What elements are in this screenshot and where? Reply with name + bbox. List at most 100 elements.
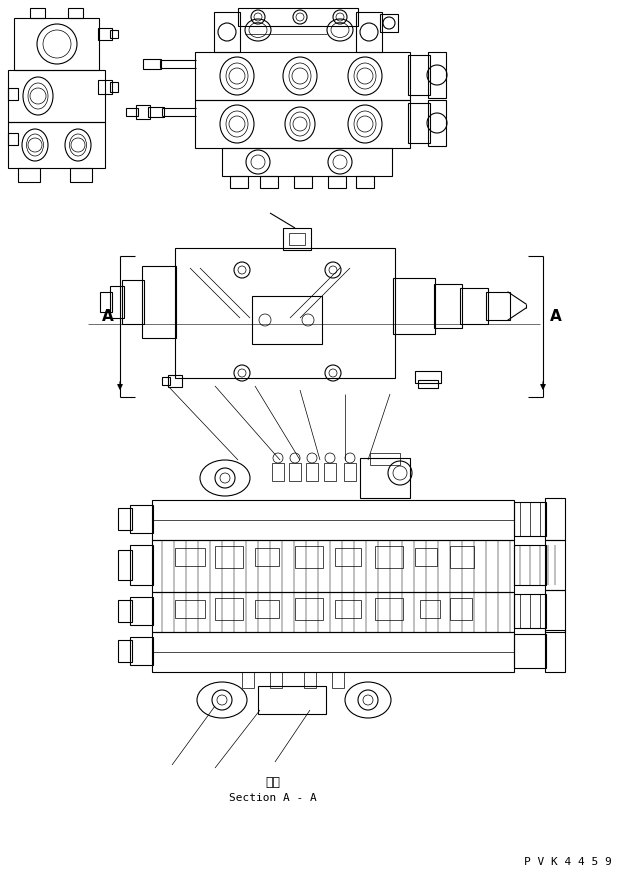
Bar <box>450 598 472 620</box>
Bar <box>418 380 438 388</box>
Bar <box>260 176 278 188</box>
Bar <box>356 176 374 188</box>
Bar <box>98 28 112 40</box>
Bar <box>230 176 248 188</box>
Bar <box>428 100 446 146</box>
Bar <box>14 18 99 70</box>
Bar <box>408 103 430 143</box>
Text: P V K 4 4 5 9: P V K 4 4 5 9 <box>524 857 612 867</box>
Bar <box>242 672 254 688</box>
Bar <box>450 546 474 568</box>
Bar <box>514 594 546 628</box>
Bar <box>118 550 132 580</box>
Bar <box>408 55 430 95</box>
Bar <box>434 284 462 328</box>
Bar <box>30 8 45 18</box>
Bar <box>100 292 112 312</box>
Bar <box>130 597 153 625</box>
Bar <box>152 540 514 592</box>
Bar <box>272 463 284 481</box>
Bar <box>270 672 282 688</box>
Bar <box>130 505 153 533</box>
Bar <box>393 278 435 334</box>
Bar <box>118 508 132 530</box>
Bar <box>118 600 132 622</box>
Bar <box>375 598 403 620</box>
Bar <box>344 463 356 481</box>
Bar <box>380 14 398 32</box>
Bar <box>335 548 361 566</box>
Bar <box>328 176 346 188</box>
Bar <box>152 500 514 540</box>
Bar <box>332 672 344 688</box>
Bar <box>370 453 400 465</box>
Bar <box>255 548 279 566</box>
Bar <box>195 52 410 100</box>
Bar <box>258 686 326 714</box>
Bar <box>545 590 565 632</box>
Bar <box>8 88 18 100</box>
Bar <box>375 546 403 568</box>
Bar <box>238 8 358 26</box>
Bar <box>306 463 318 481</box>
Text: A: A <box>550 309 562 324</box>
Bar <box>335 600 361 618</box>
Bar <box>70 168 92 182</box>
Bar <box>289 233 305 245</box>
Bar <box>356 12 382 52</box>
Bar <box>255 600 279 618</box>
Bar <box>175 548 205 566</box>
Text: Section A - A: Section A - A <box>229 793 317 803</box>
Bar <box>460 288 488 324</box>
Bar <box>252 296 322 344</box>
Bar <box>152 592 514 632</box>
Bar <box>415 548 437 566</box>
Bar <box>415 371 441 383</box>
Bar <box>545 630 565 672</box>
Bar <box>130 637 153 665</box>
Bar <box>214 12 240 52</box>
Bar <box>122 280 144 324</box>
Bar <box>18 168 40 182</box>
Bar <box>294 176 312 188</box>
Bar <box>110 286 124 318</box>
Bar <box>98 80 112 94</box>
Bar <box>420 600 440 618</box>
Bar <box>514 545 546 585</box>
Bar <box>8 122 105 168</box>
Bar <box>143 59 161 69</box>
Bar <box>514 634 546 668</box>
Bar <box>126 108 138 116</box>
Bar <box>545 540 565 590</box>
Bar <box>289 463 301 481</box>
Bar <box>222 148 392 176</box>
Bar <box>283 228 311 250</box>
Bar <box>152 632 514 672</box>
Bar <box>295 546 323 568</box>
Bar <box>8 70 105 122</box>
Bar <box>428 52 446 98</box>
Text: A: A <box>102 309 114 324</box>
Bar <box>360 458 410 498</box>
Bar <box>486 292 510 320</box>
Bar <box>545 498 565 540</box>
Bar <box>175 248 395 378</box>
Bar <box>110 30 118 38</box>
Bar <box>118 640 132 662</box>
Bar <box>110 82 118 92</box>
Bar <box>162 377 170 385</box>
Bar <box>175 600 205 618</box>
Bar <box>8 133 18 145</box>
Bar <box>195 100 410 148</box>
Bar <box>130 545 153 585</box>
Bar <box>304 672 316 688</box>
Text: 断面: 断面 <box>265 775 280 788</box>
Bar <box>324 463 336 481</box>
Bar <box>136 105 150 119</box>
Bar <box>148 107 164 117</box>
Bar <box>215 598 243 620</box>
Bar <box>68 8 83 18</box>
Bar <box>295 598 323 620</box>
Bar <box>142 266 176 338</box>
Bar <box>168 375 182 387</box>
